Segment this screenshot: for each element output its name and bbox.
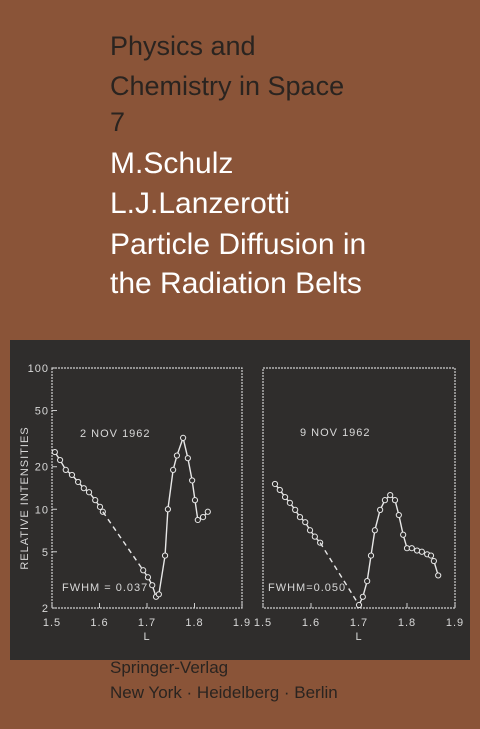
author: M.Schulz	[110, 147, 233, 180]
publisher: Springer-Verlag	[110, 658, 228, 677]
author: L.J.Lanzerotti	[110, 187, 290, 220]
data-point	[204, 508, 211, 515]
y-tick-label: 100	[28, 363, 49, 375]
data-point	[51, 448, 58, 456]
data-point	[276, 486, 283, 494]
data-point	[435, 572, 442, 579]
x-tick-label: 1.5	[254, 617, 272, 629]
data-line	[319, 542, 360, 606]
data-point	[80, 485, 87, 492]
data-point	[173, 452, 181, 459]
data-point	[387, 491, 394, 499]
x-tick-label: 1.6	[90, 617, 108, 629]
data-point	[164, 506, 171, 513]
data-point	[395, 511, 402, 519]
annotation: 9 NOV 1962	[300, 427, 371, 439]
series-title: Chemistry in Space	[110, 71, 344, 101]
publisher-cities: New York · Heidelberg · Berlin	[110, 683, 338, 702]
annotation: FWHM=0.050	[268, 582, 346, 594]
data-point	[96, 503, 104, 510]
x-tick-label: 1.5	[43, 617, 61, 629]
data-point	[180, 434, 187, 442]
y-axis-label: RELATIVE INTENSITIES	[19, 426, 31, 569]
x-tick-label: 1.8	[398, 617, 416, 629]
annotation: 2 NOV 1962	[80, 428, 151, 440]
figure-panel	[10, 340, 470, 660]
y-tick-label: 50	[35, 406, 49, 418]
data-point	[364, 578, 371, 585]
data-point	[189, 477, 196, 484]
data-point	[149, 582, 156, 589]
data-point	[194, 516, 201, 524]
data-point	[199, 514, 207, 521]
data-point	[75, 478, 82, 486]
data-point	[400, 531, 407, 538]
data-point	[296, 514, 304, 521]
data-point	[144, 574, 152, 581]
x-axis-label: L	[143, 631, 150, 643]
data-point	[292, 506, 299, 513]
y-tick-label: 20	[35, 462, 49, 474]
data-point	[191, 497, 199, 504]
data-point	[184, 455, 191, 462]
data-point	[286, 499, 293, 506]
x-tick-label: 1.7	[350, 617, 368, 629]
data-point	[56, 456, 64, 464]
data-point	[281, 493, 289, 501]
data-point	[430, 557, 437, 565]
data-line	[274, 483, 321, 544]
data-line	[142, 435, 209, 599]
data-point	[359, 593, 366, 600]
series-number: 7	[110, 107, 125, 137]
data-point	[311, 533, 318, 540]
data-point	[85, 489, 93, 496]
series-title: Physics and	[110, 31, 256, 61]
data-point	[371, 527, 378, 534]
x-tick-label: 1.6	[302, 617, 320, 629]
data-point	[377, 506, 384, 513]
data-point	[155, 591, 162, 598]
y-tick-label: 2	[42, 603, 49, 615]
data-point	[302, 519, 309, 526]
data-point	[140, 567, 147, 574]
data-point	[62, 466, 69, 473]
data-point	[68, 471, 76, 479]
data-line	[102, 511, 144, 571]
x-tick-label: 1.8	[185, 617, 203, 629]
annotation: FWHM = 0.037	[62, 582, 148, 594]
data-point	[161, 552, 169, 559]
data-point	[367, 552, 375, 559]
y-tick-label: 10	[35, 504, 49, 516]
data-point	[355, 601, 363, 609]
data-point	[381, 497, 389, 504]
data-point	[306, 527, 314, 534]
x-tick-label: 1.9	[233, 617, 251, 629]
data-line	[54, 451, 104, 513]
book-title: the Radiation Belts	[110, 267, 362, 300]
data-point	[427, 552, 435, 559]
data-point	[170, 466, 177, 473]
data-point	[418, 548, 425, 555]
x-tick-label: 1.7	[138, 617, 156, 629]
book-title: Particle Diffusion in	[110, 228, 366, 261]
data-point	[271, 480, 279, 488]
x-axis-label: L	[355, 631, 362, 643]
data-point	[92, 497, 99, 504]
data-point	[391, 497, 399, 504]
x-tick-label: 1.9	[446, 617, 464, 629]
y-tick-label: 5	[42, 547, 49, 559]
data-point	[408, 545, 415, 552]
